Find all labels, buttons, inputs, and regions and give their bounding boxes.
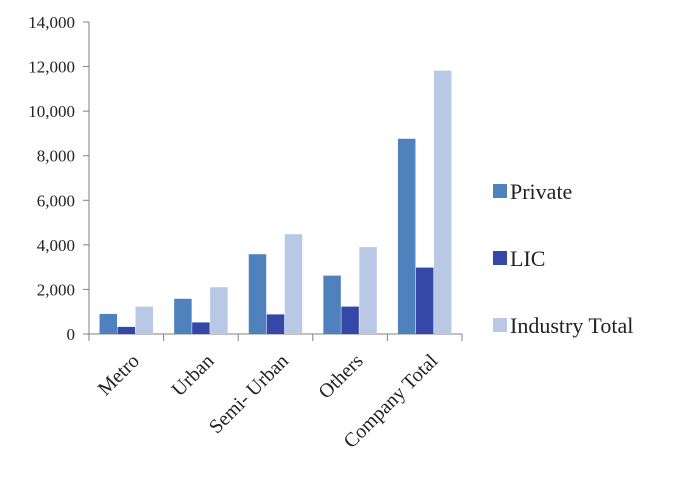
bar-industry-total-semi-urban: [284, 234, 303, 334]
y-tick-label: 12,000: [28, 58, 75, 77]
legend-label-private: Private: [510, 179, 572, 204]
bar-industry-total-metro: [135, 306, 154, 334]
bar-lic-semi-urban: [266, 314, 285, 334]
y-tick-label: 8,000: [37, 147, 75, 166]
y-axis: 0 2,000 4,000 6,000 8,000 10,000 12,000 14,000: [28, 13, 90, 344]
category-label: Semi- Urban: [205, 350, 293, 438]
x-axis: [88, 333, 463, 341]
legend-label-industry-total: Industry Total: [510, 313, 633, 338]
y-tick-label: 6,000: [37, 191, 75, 210]
category-label: Urban: [168, 350, 219, 401]
y-tick-label: 4,000: [37, 236, 75, 255]
bar-industry-total-urban: [210, 287, 228, 334]
legend: Private LIC Industry Total: [493, 179, 633, 338]
bar-lic-metro: [117, 326, 136, 334]
category-label: Metro: [94, 350, 144, 400]
bar-private-urban: [174, 298, 192, 334]
category-label: Others: [314, 350, 367, 403]
bar-private-metro: [99, 313, 118, 334]
y-tick-label: 14,000: [28, 13, 75, 32]
legend-label-lic: LIC: [510, 246, 545, 271]
y-tick-label: 0: [67, 325, 76, 344]
bar-lic-company-total: [415, 267, 434, 334]
legend-swatch-private: [493, 184, 507, 198]
bar-lic-others: [341, 306, 359, 334]
bar-private-company-total: [397, 138, 416, 334]
bar-private-others: [323, 275, 341, 334]
y-tick-label: 2,000: [37, 280, 75, 299]
bars: [99, 70, 452, 334]
legend-swatch-lic: [493, 251, 507, 265]
legend-swatch-industry-total: [493, 318, 507, 332]
bar-private-semi-urban: [248, 254, 267, 334]
bar-lic-urban: [192, 322, 210, 334]
bar-industry-total-company-total: [433, 70, 452, 334]
bar-industry-total-others: [359, 247, 377, 334]
y-tick-label: 10,000: [28, 102, 75, 121]
